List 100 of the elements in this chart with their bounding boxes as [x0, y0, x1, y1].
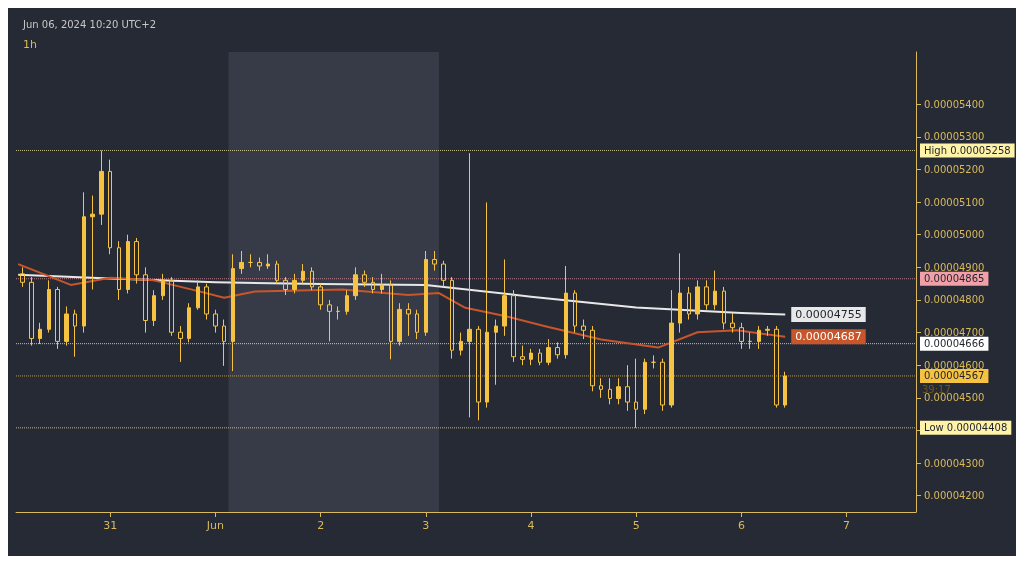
data-label: 0.00004755: [795, 308, 862, 322]
candlestick: [222, 319, 226, 367]
candlestick: [389, 279, 393, 360]
candlestick: [502, 258, 507, 337]
y-tick-label: 0.00005300: [924, 131, 985, 143]
candlestick: [362, 270, 367, 288]
x-tick-label: 5: [632, 519, 640, 532]
candlestick: [99, 150, 104, 226]
candlestick: [20, 266, 25, 288]
candlestick: [765, 325, 770, 337]
line-series: [17, 273, 787, 316]
candlestick: [406, 302, 411, 337]
candlestick: [564, 265, 568, 360]
candlestick: [538, 348, 542, 366]
candlestick: [187, 302, 191, 343]
candlestick: [353, 266, 358, 301]
candlestick: [275, 260, 279, 285]
x-tick-label: Jun: [205, 519, 225, 532]
candlestick: [64, 305, 69, 347]
candlestick: [459, 332, 463, 356]
candlestick: [108, 159, 112, 255]
x-tick-label: 31: [103, 519, 118, 532]
candlestick: [757, 325, 761, 350]
candlestick: [257, 257, 262, 272]
candlestick: [82, 191, 86, 334]
candlestick: [301, 263, 305, 285]
y-tick-label: 0.00004300: [924, 457, 985, 469]
candlestick: [432, 250, 437, 272]
y-tick-label: 0.00004200: [924, 490, 985, 502]
y-tick-label: 0.00005400: [924, 98, 985, 110]
y-tick-label: 0.00004700: [924, 327, 985, 339]
candlestick: [336, 305, 340, 321]
candlestick: [90, 195, 95, 290]
x-tick-label: 6: [737, 519, 745, 532]
line-series: [17, 263, 787, 349]
y-tick-label: 0.00004800: [924, 294, 985, 306]
candlestick: [546, 338, 551, 366]
data-label: 0.00004687: [795, 330, 862, 344]
candlestick: [424, 250, 428, 337]
candlestick: [511, 289, 516, 363]
candlestick: [687, 286, 691, 321]
candlestick: [573, 289, 577, 334]
candlestick: [47, 279, 51, 334]
candlestick: [704, 279, 709, 311]
candlestick: [371, 276, 375, 294]
candlestick: [152, 289, 156, 327]
candlestick: [310, 266, 314, 291]
candlestick: [161, 273, 165, 301]
candlestick: [213, 309, 218, 334]
candlestick: [29, 276, 34, 347]
candlestick: [239, 250, 244, 275]
y-tick-label: 0.00005000: [924, 229, 985, 241]
y-tick-label: 0.00004900: [924, 261, 985, 273]
ref-line-label: 0.00004666: [924, 338, 985, 350]
candlestick: [441, 260, 446, 288]
candlestick: [730, 312, 735, 334]
ref-line-label: Low 0.00004408: [924, 422, 1008, 434]
candlestick: [555, 341, 560, 360]
candlestick: [415, 309, 419, 340]
candlestick: [248, 253, 253, 268]
ref-line-label: 0.00004567: [924, 370, 985, 382]
candlestick: [748, 332, 752, 350]
candlestick: [196, 279, 200, 311]
candlestick: [117, 240, 121, 301]
candlestick: [204, 283, 209, 321]
candlestick: [178, 325, 183, 363]
candlestick: [713, 270, 717, 311]
candlestick: [126, 234, 130, 294]
candlestick: [266, 253, 270, 270]
chart-title: 1h: [23, 38, 37, 51]
candlestick: [695, 279, 700, 321]
ref-line-label: 0.00004865: [924, 273, 985, 285]
candlestick: [608, 377, 612, 405]
candlestick: [529, 348, 533, 366]
x-tick-label: 3: [422, 519, 430, 532]
candlestick: [739, 322, 744, 350]
x-tick-label: 2: [317, 519, 325, 532]
candlestick: [722, 286, 726, 330]
candlestick: [55, 286, 60, 350]
candlestick: [318, 283, 323, 311]
candlestick: [283, 276, 288, 296]
candlestick: [581, 319, 586, 340]
candlestick: [292, 273, 297, 294]
candlestick: [450, 276, 454, 360]
candlestick: [380, 273, 384, 294]
candlestick: [231, 253, 235, 372]
ref-line-label: High 0.00005258: [924, 145, 1011, 157]
candlestick: [397, 302, 402, 347]
x-tick-label: 7: [843, 519, 851, 532]
y-tick-label: 0.00005100: [924, 196, 985, 208]
candlestick: [327, 299, 332, 342]
x-tick-label: 4: [527, 519, 535, 532]
candlestick: [169, 276, 174, 337]
candlestick: [73, 309, 77, 358]
candlestick: [134, 237, 139, 285]
candlestick: [520, 345, 525, 366]
y-tick-label: 0.00005200: [924, 163, 985, 175]
y-tick-label: 0.00004600: [924, 359, 985, 371]
candlestick: [651, 354, 656, 369]
candlestick: [345, 289, 349, 316]
